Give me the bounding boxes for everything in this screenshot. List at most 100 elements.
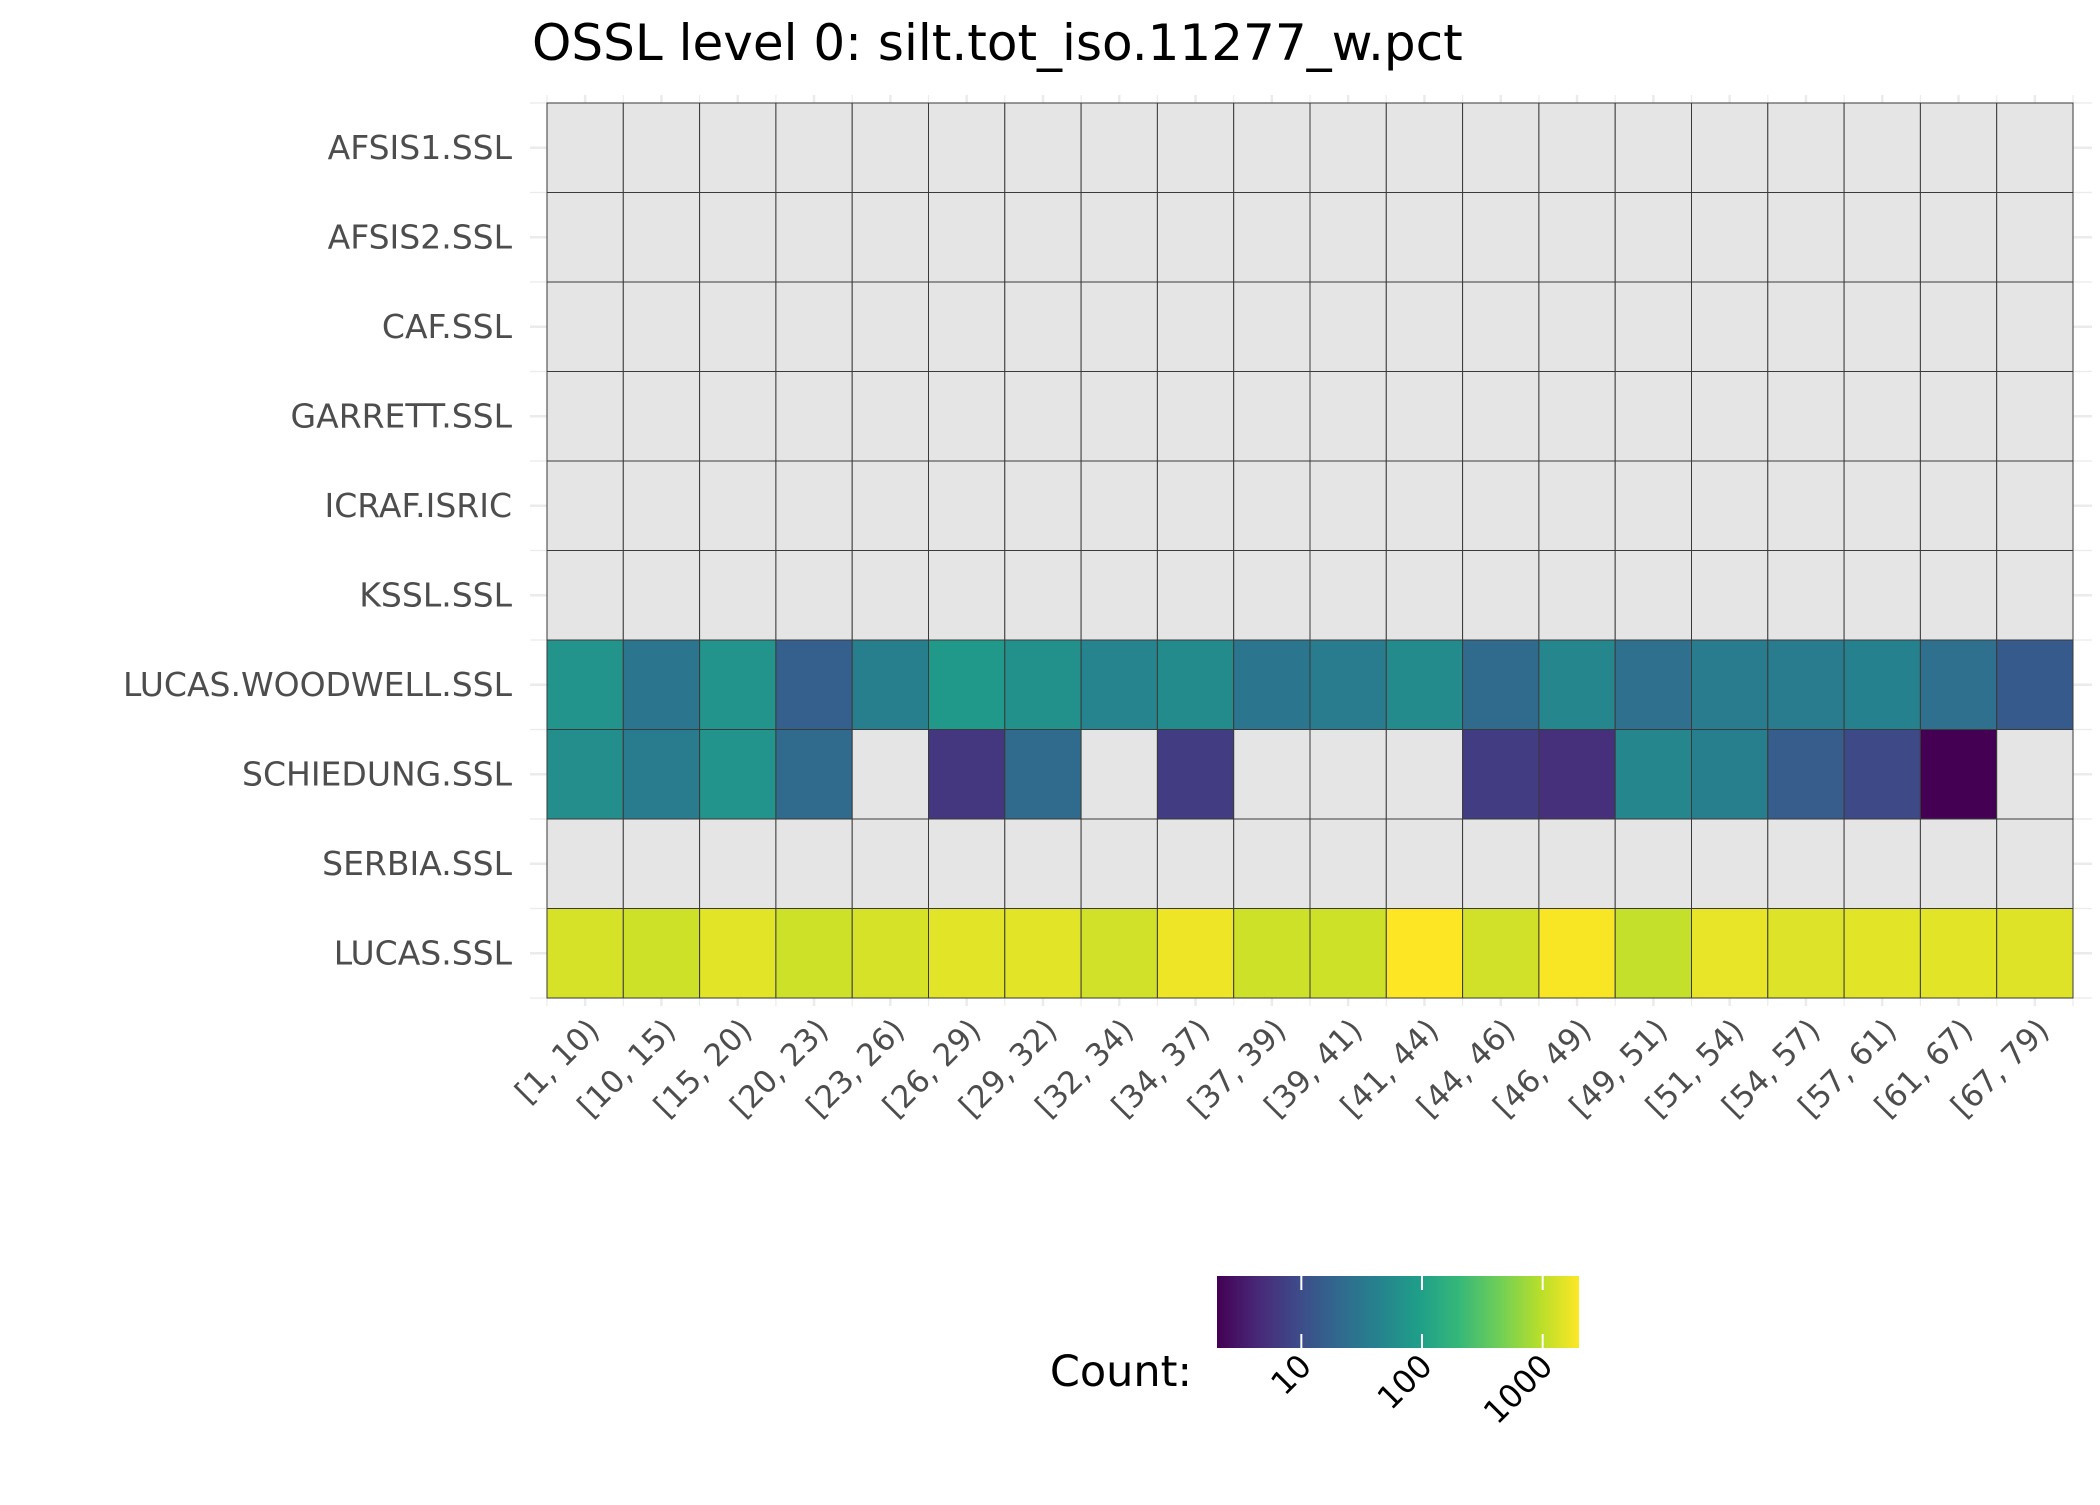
heatmap-cell-lucas-ssl-12 <box>1385 908 1464 999</box>
heatmap-cell-lucas-ssl-4 <box>775 908 853 999</box>
heatmap-cell-serbia-ssl-12 <box>1385 818 1464 909</box>
heatmap-cell-serbia-ssl-2 <box>622 818 701 909</box>
heatmap-cell-garrett-ssl-1 <box>546 371 624 462</box>
heatmap-cell-schiedung-ssl-6 <box>928 729 1006 820</box>
heatmap-cell-afsis1-ssl-10 <box>1233 102 1311 193</box>
heatmap-cell-afsis2-ssl-20 <box>1996 192 2074 283</box>
heatmap-cell-lucas-woodwell-ssl-8 <box>1080 639 1158 730</box>
heatmap-cell-schiedung-ssl-14 <box>1538 729 1616 820</box>
heatmap-cell-serbia-ssl-7 <box>1004 818 1082 909</box>
heatmap-cell-garrett-ssl-18 <box>1843 371 1921 462</box>
heatmap-cell-schiedung-ssl-3 <box>699 729 777 820</box>
heatmap-cell-caf-ssl-2 <box>622 281 701 372</box>
heatmap-cell-lucas-ssl-18 <box>1843 908 1921 999</box>
heatmap-cell-garrett-ssl-11 <box>1309 371 1387 462</box>
heatmap-cell-afsis1-ssl-12 <box>1385 102 1464 193</box>
heatmap-cell-kssl-ssl-16 <box>1691 550 1769 641</box>
heatmap-cell-kssl-ssl-5 <box>851 550 930 641</box>
y-tick-label-lucas-ssl: LUCAS.SSL <box>334 933 513 972</box>
heatmap-cell-schiedung-ssl-7 <box>1004 729 1082 820</box>
heatmap-cell-serbia-ssl-4 <box>775 818 853 909</box>
heatmap-cell-garrett-ssl-8 <box>1080 371 1158 462</box>
heatmap-cell-afsis2-ssl-6 <box>928 192 1006 283</box>
heatmap-cell-caf-ssl-4 <box>775 281 853 372</box>
heatmap-cell-lucas-ssl-5 <box>851 908 930 999</box>
heatmap-cell-garrett-ssl-12 <box>1385 371 1464 462</box>
heatmap-cell-lucas-ssl-13 <box>1462 908 1540 999</box>
heatmap-cell-afsis1-ssl-16 <box>1691 102 1769 193</box>
heatmap-cell-lucas-woodwell-ssl-17 <box>1767 639 1845 730</box>
heatmap-cell-caf-ssl-16 <box>1691 281 1769 372</box>
heatmap-cell-afsis1-ssl-2 <box>622 102 701 193</box>
heatmap-cell-garrett-ssl-17 <box>1767 371 1845 462</box>
heatmap-cell-afsis2-ssl-5 <box>851 192 930 283</box>
heatmap-cell-kssl-ssl-20 <box>1996 550 2074 641</box>
heatmap-cell-afsis2-ssl-8 <box>1080 192 1158 283</box>
heatmap-cell-icraf-isric-5 <box>851 460 930 551</box>
heatmap-cell-caf-ssl-5 <box>851 281 930 372</box>
heatmap-cell-serbia-ssl-14 <box>1538 818 1616 909</box>
heatmap-cell-lucas-ssl-14 <box>1538 908 1616 999</box>
heatmap-cell-afsis1-ssl-18 <box>1843 102 1921 193</box>
heatmap-cell-lucas-woodwell-ssl-3 <box>699 639 777 730</box>
heatmap-cell-afsis2-ssl-12 <box>1385 192 1464 283</box>
heatmap-cell-lucas-woodwell-ssl-1 <box>546 639 624 730</box>
heatmap-cell-serbia-ssl-6 <box>928 818 1006 909</box>
heatmap-cell-schiedung-ssl-2 <box>622 729 701 820</box>
heatmap-cell-kssl-ssl-14 <box>1538 550 1616 641</box>
heatmap-cell-kssl-ssl-10 <box>1233 550 1311 641</box>
heatmap-cell-schiedung-ssl-15 <box>1614 729 1692 820</box>
heatmap-cell-lucas-woodwell-ssl-18 <box>1843 639 1921 730</box>
heatmap-cell-lucas-ssl-17 <box>1767 908 1845 999</box>
heatmap-cell-icraf-isric-8 <box>1080 460 1158 551</box>
heatmap-cell-lucas-woodwell-ssl-6 <box>928 639 1006 730</box>
heatmap-cell-schiedung-ssl-12 <box>1385 729 1464 820</box>
heatmap-cell-afsis2-ssl-4 <box>775 192 853 283</box>
heatmap-cell-schiedung-ssl-4 <box>775 729 853 820</box>
heatmap-cell-garrett-ssl-6 <box>928 371 1006 462</box>
heatmap-cell-kssl-ssl-1 <box>546 550 624 641</box>
heatmap-cell-garrett-ssl-10 <box>1233 371 1311 462</box>
heatmap-cell-garrett-ssl-13 <box>1462 371 1540 462</box>
heatmap-cell-lucas-ssl-1 <box>546 908 624 999</box>
heatmap-cell-schiedung-ssl-16 <box>1691 729 1769 820</box>
heatmap-cell-garrett-ssl-14 <box>1538 371 1616 462</box>
y-tick-label-kssl-ssl: KSSL.SSL <box>359 575 512 614</box>
heatmap-cell-kssl-ssl-7 <box>1004 550 1082 641</box>
heatmap-cell-serbia-ssl-3 <box>699 818 777 909</box>
heatmap-cell-icraf-isric-16 <box>1691 460 1769 551</box>
heatmap-cell-caf-ssl-6 <box>928 281 1006 372</box>
y-tick-label-caf-ssl: CAF.SSL <box>382 307 513 346</box>
heatmap-cell-lucas-ssl-2 <box>622 908 701 999</box>
heatmap-cell-icraf-isric-7 <box>1004 460 1082 551</box>
heatmap-cell-schiedung-ssl-5 <box>851 729 930 820</box>
heatmap-cell-afsis1-ssl-11 <box>1309 102 1387 193</box>
heatmap-cell-serbia-ssl-18 <box>1843 818 1921 909</box>
legend-tick-label-10: 10 <box>1263 1347 1319 1403</box>
legend-colorbar <box>1217 1276 1579 1348</box>
y-tick-label-icraf-isric: ICRAF.ISRIC <box>325 486 513 525</box>
heatmap-cell-caf-ssl-8 <box>1080 281 1158 372</box>
heatmap-cell-icraf-isric-14 <box>1538 460 1616 551</box>
y-tick-label-afsis1-ssl: AFSIS1.SSL <box>328 128 513 167</box>
heatmap-cell-icraf-isric-12 <box>1385 460 1464 551</box>
heatmap-cell-garrett-ssl-9 <box>1156 371 1235 462</box>
heatmap-cell-kssl-ssl-15 <box>1614 550 1692 641</box>
y-axis-tick-labels: AFSIS1.SSL AFSIS2.SSL CAF.SSL GARRETT.SSL IC… <box>123 128 513 973</box>
heatmap-cell-schiedung-ssl-20 <box>1996 729 2074 820</box>
heatmap-cell-afsis2-ssl-19 <box>1919 192 1998 283</box>
heatmap-cell-lucas-ssl-3 <box>699 908 777 999</box>
heatmap-cell-lucas-woodwell-ssl-5 <box>851 639 930 730</box>
heatmap-cell-icraf-isric-13 <box>1462 460 1540 551</box>
heatmap-cell-afsis2-ssl-3 <box>699 192 777 283</box>
heatmap-cell-schiedung-ssl-17 <box>1767 729 1845 820</box>
heatmap-cell-icraf-isric-19 <box>1919 460 1998 551</box>
heatmap-cell-lucas-woodwell-ssl-2 <box>622 639 701 730</box>
heatmap-cell-serbia-ssl-16 <box>1691 818 1769 909</box>
heatmap-cell-schiedung-ssl-8 <box>1080 729 1158 820</box>
heatmap-cell-afsis2-ssl-7 <box>1004 192 1082 283</box>
heatmap-cell-schiedung-ssl-19 <box>1919 729 1998 820</box>
heatmap-cell-afsis1-ssl-9 <box>1156 102 1235 193</box>
legend-tick-label-1000: 1000 <box>1476 1347 1560 1431</box>
